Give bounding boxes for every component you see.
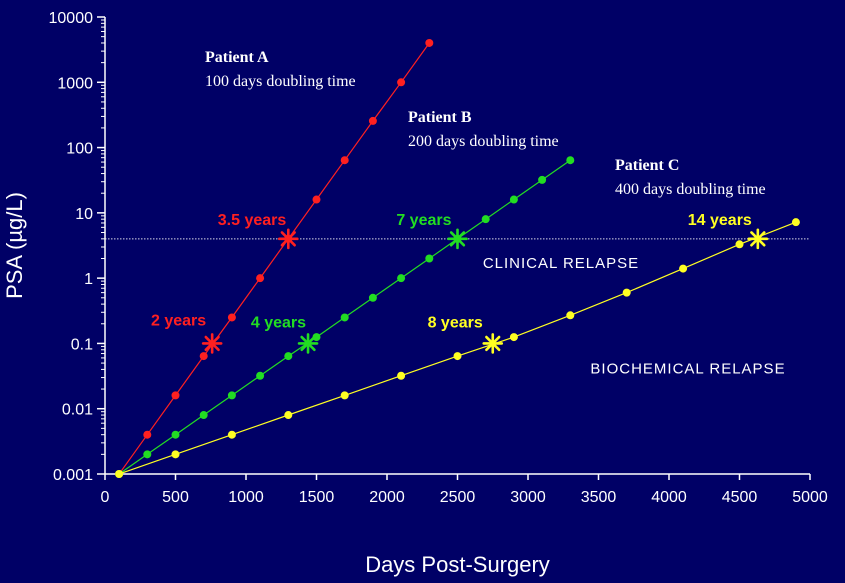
x-tick-label: 2500 [440,489,476,506]
patient-a-years-label: 2 years [151,312,206,329]
y-tick-label: 100 [66,141,93,158]
patient-b-point [397,274,406,283]
patient-c-point [284,411,293,420]
y-tick-label: 0.01 [62,402,93,419]
x-tick-label: 4500 [722,489,758,506]
patient-b-point [227,391,236,400]
y-tick-label: 1 [84,271,93,288]
patient-c-point [397,371,406,380]
patient-a-point [312,195,321,204]
y-tick-label: 1000 [57,75,93,92]
patient-a-relapse-marker [201,333,223,354]
patient-a-line [118,42,430,475]
patient-b-point [199,411,208,420]
patient-b-years-label: 7 years [396,212,451,229]
patient-b-point [425,254,434,263]
patient-a-point [340,156,349,165]
y-tick-label: 10000 [49,10,94,27]
x-tick-label: 1500 [299,489,335,506]
patient-a-name: Patient A [205,49,269,66]
patient-b-point [256,371,265,380]
x-tick-label: 5000 [792,489,828,506]
patient-b-point [312,333,321,342]
patient-c-point [171,450,180,459]
patient-b-relapse-marker [447,228,468,250]
patient-a-point [227,313,236,322]
patient-b-point [481,215,490,224]
patient-c-relapse-marker [747,228,769,250]
patient-c-point [115,470,124,478]
asterisk-icon [449,231,466,247]
patient-a-description: 100 days doubling time [205,73,356,90]
patient-b-point [368,293,377,302]
patient-b-relapse-marker [297,333,319,354]
asterisk-icon [750,231,766,247]
patient-b-point [509,195,518,204]
threshold-group: CLINICAL RELAPSE BIOCHEMICAL RELAPSE [105,238,810,377]
patient-b-point [284,352,293,361]
asterisk-icon [204,335,220,352]
series-group [115,38,800,478]
patient-c-point [566,311,575,320]
x-tick-label: 3500 [581,489,617,506]
patient-b-name: Patient B [408,109,472,126]
patient-c-point [227,430,236,439]
x-tick-label: 2000 [369,489,405,506]
patient-c-name: Patient C [615,157,679,174]
x-axis-title: Days Post-Surgery [365,552,550,577]
patient-a-point [171,391,180,400]
x-tick-label: 4000 [651,489,687,506]
patient-c-point [679,264,688,273]
asterisk-icon [280,231,296,247]
x-tick-label: 500 [162,489,189,506]
patient-c-point [453,352,462,361]
clinical-relapse-label: CLINICAL RELAPSE [483,255,639,272]
patient-a-point [256,274,265,283]
patient-c-description: 400 days doubling time [615,181,766,198]
patient-a-years-label: 3.5 years [218,212,287,229]
y-tick-label: 0.1 [71,336,93,353]
patient-c-years-label: 14 years [688,212,752,229]
patient-c-point [735,240,744,249]
patient-a-relapse-marker [277,228,299,250]
x-tick-label: 3000 [510,489,546,506]
patient-b-point [538,175,547,184]
patient-b-point [171,430,180,439]
patient-c-years-label: 8 years [428,314,483,331]
y-tick-label: 10 [75,206,93,223]
patient-b-point [340,313,349,322]
patient-b-description: 200 days doubling time [408,133,559,150]
patient-a-point [368,116,377,125]
patient-b-point [143,450,152,459]
patient-c-point [509,333,518,342]
patient-c-point [622,288,631,297]
patient-c-point [791,218,800,227]
labels-group: 2 years 3.5 years Patient A 100 days doubli… [151,49,766,331]
asterisk-icon [300,335,316,352]
x-tick-label: 1000 [228,489,264,506]
axes: 0 500 1000 1500 2000 2500 3000 3500 4000 4500 5000… [2,10,828,577]
biochemical-relapse-label: BIOCHEMICAL RELAPSE [590,360,785,377]
patient-a-point [397,78,406,87]
patient-a-point [143,430,152,439]
x-tick-label: 0 [101,489,110,506]
asterisk-icon [485,335,501,352]
y-axis-title: PSA (µg/L) [2,192,27,299]
patient-a-point [199,352,208,361]
patient-c-point [340,391,349,400]
patient-c-relapse-marker [482,333,504,354]
patient-b-years-label: 4 years [251,314,306,331]
patient-b-point [566,156,575,165]
y-tick-label: 0.001 [53,467,93,484]
patient-a-point [425,38,434,47]
